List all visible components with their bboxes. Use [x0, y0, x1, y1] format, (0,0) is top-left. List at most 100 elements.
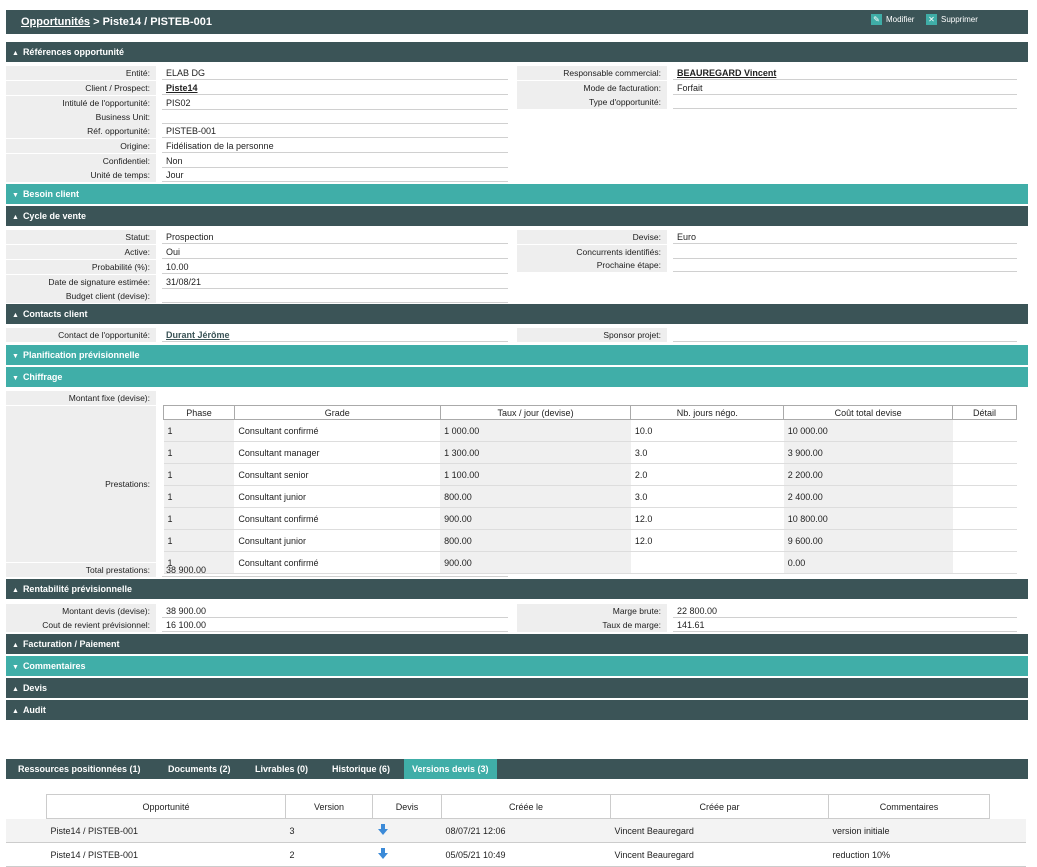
field-label: Confidentiel:: [6, 154, 156, 168]
section-besoin-header[interactable]: ▼ Besoin client: [6, 184, 1028, 204]
creee-par-cell: Vincent Beauregard: [610, 842, 829, 867]
cout-cell: 9 600.00: [783, 529, 953, 552]
row-spacer: [6, 818, 47, 843]
taux-cell: 900.00: [440, 507, 631, 530]
section-devis-header[interactable]: ▲ Devis: [6, 678, 1028, 698]
field-label: Devise:: [517, 230, 667, 244]
section-cycle-header[interactable]: ▲ Cycle de vente: [6, 206, 1028, 226]
field-label: Responsable commercial:: [517, 66, 667, 80]
caret-down-icon: ▼: [12, 375, 19, 382]
caret-up-icon: ▲: [12, 708, 19, 715]
cout-cell: 3 900.00: [783, 441, 953, 464]
taux-cell: 800.00: [440, 529, 631, 552]
section-title: Références opportunité: [22, 47, 124, 57]
unite-temps-value: Jour: [162, 168, 508, 182]
creee-par-cell: Vincent Beauregard: [610, 818, 829, 843]
jours-cell: 10.0: [630, 419, 784, 442]
pencil-icon: ✎: [871, 14, 882, 25]
section-title: Planification prévisionnelle: [22, 350, 140, 360]
field-label: Réf. opportunité:: [6, 124, 156, 138]
table-row: 1 Consultant manager 1 300.00 3.0 3 900.…: [163, 441, 1017, 464]
creee-le-cell: 08/07/21 12:06: [441, 818, 611, 843]
breadcrumb-current: > Piste14 / PISTEB-001: [90, 16, 213, 28]
section-references-header[interactable]: ▲ Références opportunité: [6, 42, 1028, 62]
field-label: Client / Prospect:: [6, 81, 156, 95]
detail-cell: [952, 485, 1017, 508]
section-chiffrage-header[interactable]: ▼ Chiffrage: [6, 367, 1028, 387]
tab-documents[interactable]: Documents (2): [168, 764, 231, 774]
detail-cell: [952, 441, 1017, 464]
field-label: Prestations:: [6, 406, 156, 562]
taux-marge-value: 141.61: [673, 618, 1017, 632]
cout-cell: 10 800.00: [783, 507, 953, 530]
section-title: Cycle de vente: [22, 211, 86, 221]
row-spacer: [6, 794, 47, 819]
opportunite-cell: Piste14 / PISTEB-001: [46, 842, 286, 867]
phase-cell: 1: [163, 463, 235, 486]
field-label: Statut:: [6, 230, 156, 244]
grade-cell: Consultant confirmé: [234, 551, 441, 574]
download-icon[interactable]: [377, 847, 389, 862]
tab-ressources[interactable]: Ressources positionnées (1): [18, 764, 141, 774]
devis-cell: [372, 842, 442, 867]
section-commentaires-header[interactable]: ▼ Commentaires: [6, 656, 1028, 676]
prochaine-etape-value: [673, 258, 1017, 272]
taux-cell: 1 000.00: [440, 419, 631, 442]
field-label: Probabilité (%):: [6, 260, 156, 274]
phase-cell: 1: [163, 529, 235, 552]
devise-value: Euro: [673, 230, 1017, 244]
section-title: Facturation / Paiement: [22, 639, 120, 649]
field-label: Origine:: [6, 139, 156, 153]
column-header: Détail: [952, 405, 1017, 420]
table-row: 1 Consultant confirmé 900.00 12.0 10 800…: [163, 507, 1017, 530]
intitule-value: PIS02: [162, 96, 508, 110]
section-rentabilite-header[interactable]: ▲ Rentabilité prévisionnelle: [6, 579, 1028, 599]
column-header: Coût total devise: [783, 405, 953, 420]
tab-historique[interactable]: Historique (6): [332, 764, 391, 774]
detail-cell: [952, 463, 1017, 486]
download-icon[interactable]: [377, 823, 389, 838]
section-facturation-header[interactable]: ▲ Facturation / Paiement: [6, 634, 1028, 654]
close-icon: ✕: [926, 14, 937, 25]
creee-le-cell: 05/05/21 10:49: [441, 842, 611, 867]
caret-down-icon: ▼: [12, 353, 19, 360]
field-label: Sponsor projet:: [517, 328, 667, 342]
tab-livrables[interactable]: Livrables (0): [255, 764, 309, 774]
concurrents-value: [673, 245, 1017, 259]
jours-cell: 12.0: [630, 529, 784, 552]
field-label: Budget client (devise):: [6, 289, 156, 303]
delete-button[interactable]: ✕ Supprimer: [926, 14, 978, 25]
field-label: Concurrents identifiés:: [517, 245, 667, 259]
taux-cell: 1 100.00: [440, 463, 631, 486]
grade-cell: Consultant junior: [234, 485, 441, 508]
cout-revient-value: 16 100.00: [162, 618, 508, 632]
section-audit-header[interactable]: ▲ Audit: [6, 700, 1028, 720]
field-label: Active:: [6, 245, 156, 259]
client-link[interactable]: Piste14: [162, 81, 508, 95]
modify-label: Modifier: [886, 15, 915, 24]
field-label: Entité:: [6, 66, 156, 80]
field-label: Mode de facturation:: [517, 81, 667, 95]
modify-button[interactable]: ✎ Modifier: [871, 14, 914, 25]
commentaires-cell: reduction 10%: [828, 842, 990, 867]
column-header: Phase: [163, 405, 235, 420]
row-spacer: [989, 842, 1026, 867]
montant-devis-value: 38 900.00: [162, 604, 508, 618]
active-value: Oui: [162, 245, 508, 259]
type-opportunite-value: [673, 95, 1017, 109]
entite-value: ELAB DG: [162, 66, 508, 80]
section-title: Contacts client: [22, 309, 88, 319]
column-header: Opportunité: [46, 794, 286, 819]
section-planification-header[interactable]: ▼ Planification prévisionnelle: [6, 345, 1028, 365]
section-title: Rentabilité prévisionnelle: [22, 584, 132, 594]
field-label: Cout de revient prévisionnel:: [6, 618, 156, 632]
tab-versions-devis[interactable]: Versions devis (3): [404, 759, 497, 779]
origine-value: Fidélisation de la personne: [162, 139, 508, 153]
responsable-link[interactable]: BEAUREGARD Vincent: [673, 66, 1017, 80]
contact-link[interactable]: Durant Jérôme: [162, 328, 508, 342]
breadcrumb-opportunites-link[interactable]: Opportunités: [21, 16, 91, 28]
section-contacts-header[interactable]: ▲ Contacts client: [6, 304, 1028, 324]
column-header: Taux / jour (devise): [439, 405, 632, 420]
field-label: Unité de temps:: [6, 168, 156, 182]
budget-client-value: [162, 289, 508, 303]
